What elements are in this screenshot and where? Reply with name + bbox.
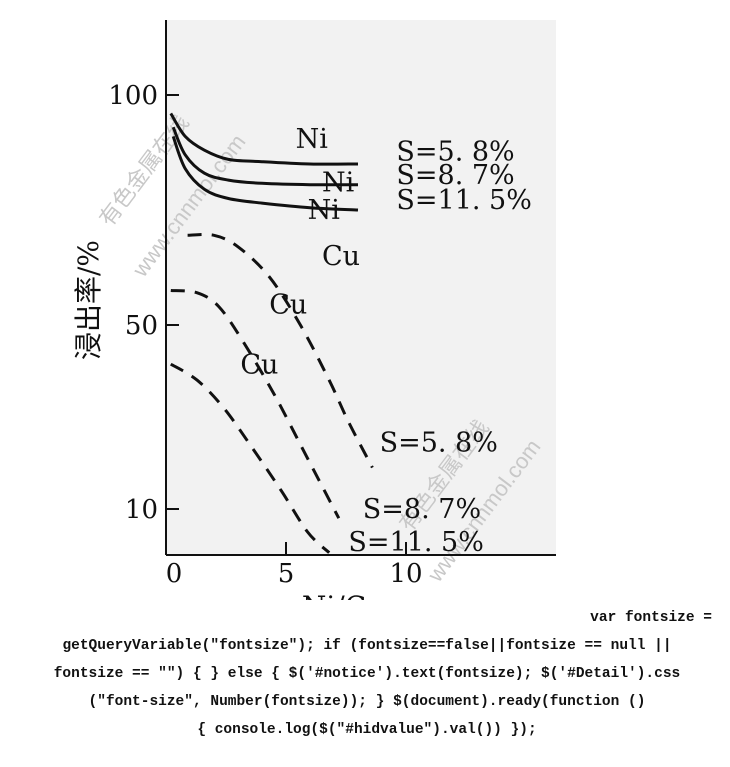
axis-ticks: 10 50 100 0 5 10 [108,81,422,589]
x-tick-label: 0 [166,559,183,589]
x-axis-title: Ni/Cu [302,590,384,600]
curve-annotation: Ni [308,195,341,226]
series-line-cu-4 [170,289,341,519]
y-axis-title: 浸出率/% [72,240,105,360]
code-line: getQueryVariable("fontsize"); if (fontsi… [62,638,672,654]
code-line: fontsize == "") { } else { $('#notice').… [53,666,681,682]
y-tick-label: 100 [108,81,158,111]
curve-annotation: S=5. 8% [396,136,514,167]
code-line: var fontsize = [590,610,712,626]
series-line-ni-2 [171,135,359,212]
series-line-cu-3 [187,232,374,469]
series-line-ni-0 [169,112,359,166]
series-line-cu-5 [170,362,331,554]
code-snippet: var fontsize = getQueryVariable("fontsiz… [22,604,712,744]
leaching-rate-chart: 有色金属在线www.cnnmol.com有色金属在线www.cnnmol.com… [72,20,556,600]
curve-annotation: Cu [269,290,307,321]
series-line-ni-1 [171,126,359,187]
plot-area [166,20,556,555]
y-tick-label: 50 [125,311,158,341]
y-tick-label: 10 [125,495,158,525]
curve-annotation: S=5. 8% [380,428,498,459]
curve-annotation: S=8. 7% [363,494,481,525]
curve-annotation: S=11. 5% [348,527,483,558]
curve-annotation: S=8. 7% [396,160,514,191]
series-layer [169,112,374,554]
curve-annotation: Ni [296,124,329,155]
curve-annotation: Ni [322,168,355,199]
x-tick-label: 10 [389,559,422,589]
code-line: ("font-size", Number(fontsize)); } $(doc… [88,694,646,710]
code-line: { console.log($("#hidvalue").val()) }); [197,722,537,738]
curve-annotation: S=11. 5% [396,185,531,216]
curve-annotation: Cu [240,349,278,380]
x-tick-label: 5 [278,559,295,589]
curve-annotation: Cu [322,241,360,272]
